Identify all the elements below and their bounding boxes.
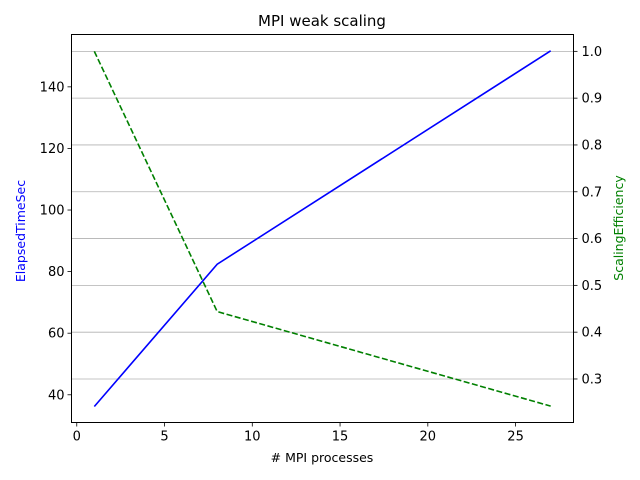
x-tick-label-2: 10: [244, 430, 261, 445]
chart-title: MPI weak scaling: [258, 12, 386, 30]
series-layer: [93, 50, 552, 408]
x-tick-label-0: 0: [73, 430, 81, 445]
left-y-tick-label-4: 120: [40, 142, 65, 157]
right-y-tick-label-6: 0.9: [582, 92, 603, 107]
right-y-tick-label-4: 0.7: [582, 185, 603, 200]
x-axis-label: # MPI processes: [271, 450, 374, 465]
right-y-tick-label-7: 1.0: [582, 45, 603, 60]
right-y-axis-ticks: 0.3 0.4 0.5 0.6 0.7 0.8 0.9 1.0: [573, 45, 603, 387]
left-y-tick-label-1: 60: [48, 327, 65, 342]
left-y-tick-label-5: 140: [40, 80, 65, 95]
left-y-tick-label-3: 100: [40, 204, 65, 219]
right-y-tick-label-0: 0.3: [582, 372, 603, 387]
series-line-ScalingEfficiency: [93, 51, 551, 407]
right-y-tick-label-1: 0.4: [582, 326, 603, 341]
x-tick-label-3: 15: [332, 430, 349, 445]
plot-frame: [71, 34, 574, 423]
right-y-tick-label-2: 0.5: [582, 279, 603, 294]
right-y-axis-label: ScalingEfficiency: [611, 175, 626, 281]
left-y-axis-label: ElapsedTimeSec: [13, 180, 28, 282]
series-line-ElapsedTimeSec: [93, 50, 552, 408]
left-y-tick-label-0: 40: [48, 388, 65, 403]
x-tick-label-1: 5: [160, 430, 168, 445]
x-axis-ticks: 0 5 10 15 20 25: [73, 422, 524, 445]
right-y-tick-label-3: 0.6: [582, 232, 603, 247]
x-tick-label-5: 25: [507, 430, 524, 445]
right-y-tick-label-5: 0.8: [582, 138, 603, 153]
x-tick-label-4: 20: [420, 430, 437, 445]
grid-layer: [71, 50, 574, 380]
left-y-tick-label-2: 80: [48, 265, 65, 280]
left-y-axis-ticks: 40 60 80 100 120 140: [40, 80, 72, 403]
